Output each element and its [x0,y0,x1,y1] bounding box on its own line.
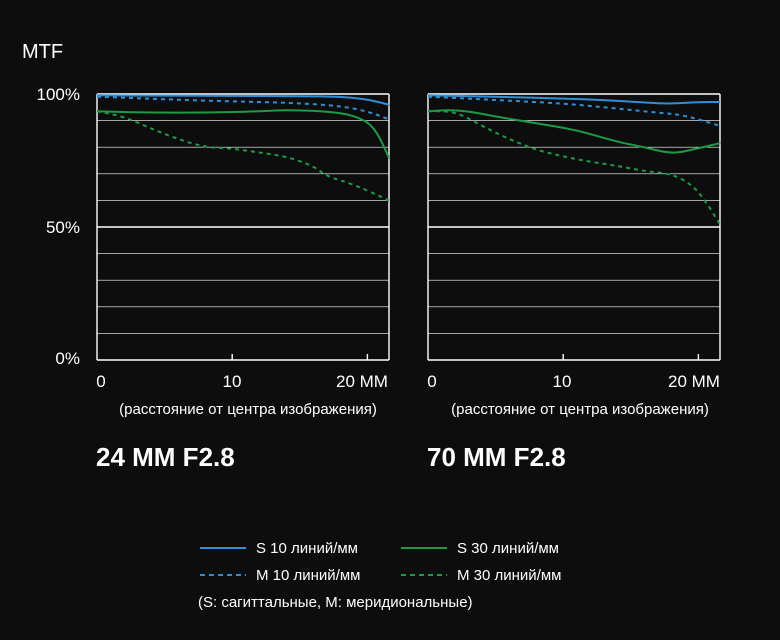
chart-panel-24mm [96,93,391,361]
chart-title-70mm: 70 MM F2.8 [427,442,566,472]
x-tick-label-10: 10 [553,372,572,391]
x-tick-label-0: 0 [96,372,105,391]
x-axis-caption: (расстояние от центра изображения) [119,401,377,418]
series-line-m10 [96,95,390,121]
legend-label-m10: M 10 линий/мм [256,567,360,584]
series-line-m10 [427,95,721,127]
x-tick-label-10: 10 [223,372,242,391]
series-line-s10 [96,94,390,106]
legend-note: (S: сагиттальные, M: меридиональные) [198,594,473,611]
series-line-s30 [427,109,721,154]
chart-panel-70mm [427,93,722,361]
chart-title-24mm: 24 MM F2.8 [96,442,235,472]
x-tick-label-0: 0 [427,372,436,391]
series-line-m30 [96,110,390,202]
x-tick-label-20: 20 MM [336,372,388,391]
series-line-m30 [428,110,722,226]
y-axis-title: MTF [22,41,63,63]
y-tick-label-100: 100% [37,85,80,104]
y-tick-label-0: 0% [55,349,80,368]
y-tick-label-50: 50% [46,218,80,237]
legend-label-s30: S 30 линий/мм [457,540,559,557]
legend: S 10 линий/мм S 30 линий/мм M 10 линий/м… [198,540,561,611]
x-tick-label-20: 20 MM [668,372,720,391]
x-axis-caption: (расстояние от центра изображения) [451,401,709,418]
series-line-s30 [96,109,391,159]
series-line-s10 [427,94,720,105]
legend-label-s10: S 10 линий/мм [256,540,358,557]
legend-label-m30: M 30 линий/мм [457,567,561,584]
